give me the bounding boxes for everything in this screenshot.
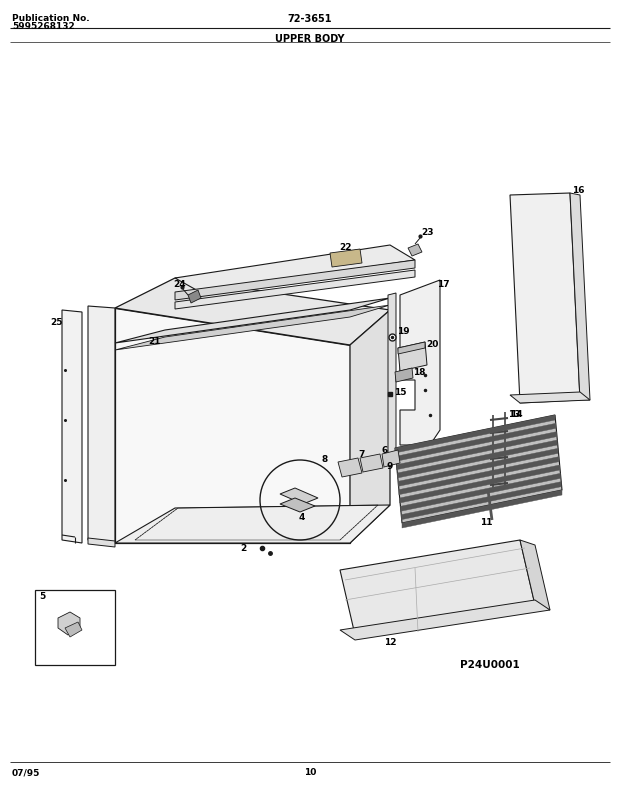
Polygon shape <box>340 600 550 640</box>
Polygon shape <box>401 473 560 511</box>
Text: 4: 4 <box>299 513 305 522</box>
Polygon shape <box>398 449 558 487</box>
Text: 16: 16 <box>572 186 585 195</box>
Polygon shape <box>398 342 425 354</box>
Polygon shape <box>350 310 390 543</box>
Polygon shape <box>115 278 390 345</box>
Text: 5995268132: 5995268132 <box>12 22 75 31</box>
Text: 8: 8 <box>322 455 328 464</box>
Text: 7: 7 <box>358 450 365 459</box>
Polygon shape <box>280 498 315 512</box>
Text: 20: 20 <box>426 340 438 349</box>
Text: 19: 19 <box>397 327 410 336</box>
Polygon shape <box>65 622 82 637</box>
Polygon shape <box>188 290 201 303</box>
Polygon shape <box>330 249 362 267</box>
Text: Publication No.: Publication No. <box>12 14 90 23</box>
Polygon shape <box>510 193 580 403</box>
Text: 25: 25 <box>50 318 63 327</box>
Polygon shape <box>402 490 562 528</box>
Polygon shape <box>280 488 318 504</box>
Polygon shape <box>115 308 350 543</box>
Polygon shape <box>360 454 383 472</box>
Polygon shape <box>58 612 80 635</box>
Polygon shape <box>401 482 561 520</box>
Text: 15: 15 <box>394 388 407 397</box>
Polygon shape <box>395 415 555 453</box>
Polygon shape <box>397 440 557 478</box>
Polygon shape <box>388 293 396 458</box>
Polygon shape <box>338 458 362 477</box>
Polygon shape <box>115 505 390 543</box>
Text: P24U0001: P24U0001 <box>460 660 520 670</box>
Text: 11: 11 <box>480 518 492 527</box>
Polygon shape <box>175 245 415 292</box>
Bar <box>35 590 115 665</box>
Polygon shape <box>400 465 560 503</box>
Polygon shape <box>398 342 427 371</box>
Polygon shape <box>396 423 556 461</box>
Text: 21: 21 <box>148 337 161 346</box>
Text: 14: 14 <box>510 410 523 419</box>
Text: 72-3651: 72-3651 <box>288 14 332 24</box>
Polygon shape <box>175 260 415 300</box>
Text: 6: 6 <box>382 446 388 455</box>
Text: 22: 22 <box>339 243 352 252</box>
Text: 9: 9 <box>387 462 393 471</box>
Text: 5: 5 <box>39 592 45 601</box>
Polygon shape <box>88 306 115 543</box>
Text: 24: 24 <box>173 280 185 289</box>
Text: 18: 18 <box>413 368 425 377</box>
Polygon shape <box>400 280 440 445</box>
Polygon shape <box>397 431 557 470</box>
Polygon shape <box>115 298 390 343</box>
Polygon shape <box>395 415 562 523</box>
Polygon shape <box>570 193 590 400</box>
Polygon shape <box>62 310 82 543</box>
Text: UPPER BODY: UPPER BODY <box>275 34 345 44</box>
Text: 07/95: 07/95 <box>12 768 40 777</box>
Text: 2: 2 <box>240 544 246 553</box>
Text: 13: 13 <box>508 410 521 419</box>
Polygon shape <box>340 540 535 635</box>
Polygon shape <box>520 540 550 610</box>
Polygon shape <box>115 305 390 350</box>
Polygon shape <box>382 450 400 467</box>
Polygon shape <box>395 368 413 382</box>
Text: 12: 12 <box>384 638 396 647</box>
Text: 23: 23 <box>421 228 433 237</box>
Text: 17: 17 <box>437 280 450 289</box>
Polygon shape <box>408 244 422 256</box>
Text: 10: 10 <box>304 768 316 777</box>
Text: eReplacementParts.com: eReplacementParts.com <box>198 408 342 422</box>
Polygon shape <box>510 392 590 403</box>
Polygon shape <box>399 457 559 495</box>
Polygon shape <box>175 270 415 309</box>
Polygon shape <box>88 538 115 547</box>
